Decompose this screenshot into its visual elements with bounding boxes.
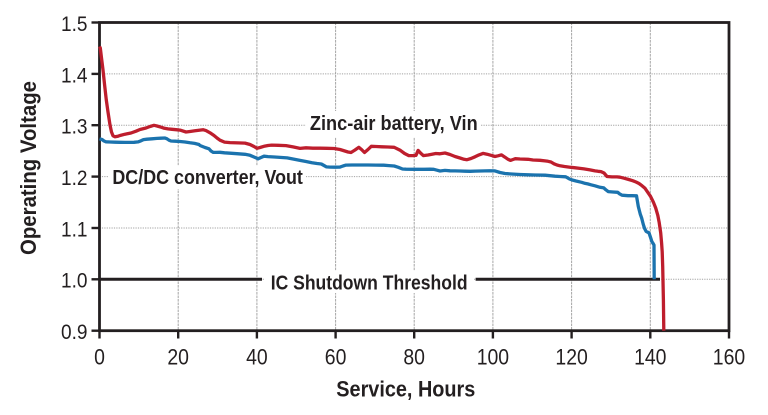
svg-text:1.2: 1.2 [61, 167, 88, 190]
svg-text:120: 120 [555, 344, 587, 369]
svg-text:140: 140 [634, 344, 666, 369]
svg-text:1.3: 1.3 [61, 116, 88, 139]
svg-text:0: 0 [94, 344, 105, 369]
svg-text:1.5: 1.5 [61, 13, 88, 36]
svg-text:20: 20 [167, 344, 189, 369]
svg-text:160: 160 [713, 344, 745, 369]
svg-text:Operating Voltage: Operating Voltage [16, 81, 41, 255]
svg-text:DC/DC converter, Vout: DC/DC converter, Vout [112, 167, 303, 189]
svg-text:1.1: 1.1 [61, 218, 88, 241]
svg-text:Service, Hours: Service, Hours [336, 376, 475, 401]
svg-text:Zinc-air battery, Vin: Zinc-air battery, Vin [310, 113, 478, 135]
svg-text:1.4: 1.4 [61, 64, 88, 87]
svg-text:80: 80 [403, 344, 425, 369]
svg-text:100: 100 [477, 344, 509, 369]
svg-text:40: 40 [246, 344, 268, 369]
svg-text:60: 60 [325, 344, 347, 369]
svg-text:1.0: 1.0 [61, 270, 88, 293]
svg-text:0.9: 0.9 [61, 321, 88, 344]
svg-text:IC Shutdown Threshold: IC Shutdown Threshold [271, 272, 468, 294]
